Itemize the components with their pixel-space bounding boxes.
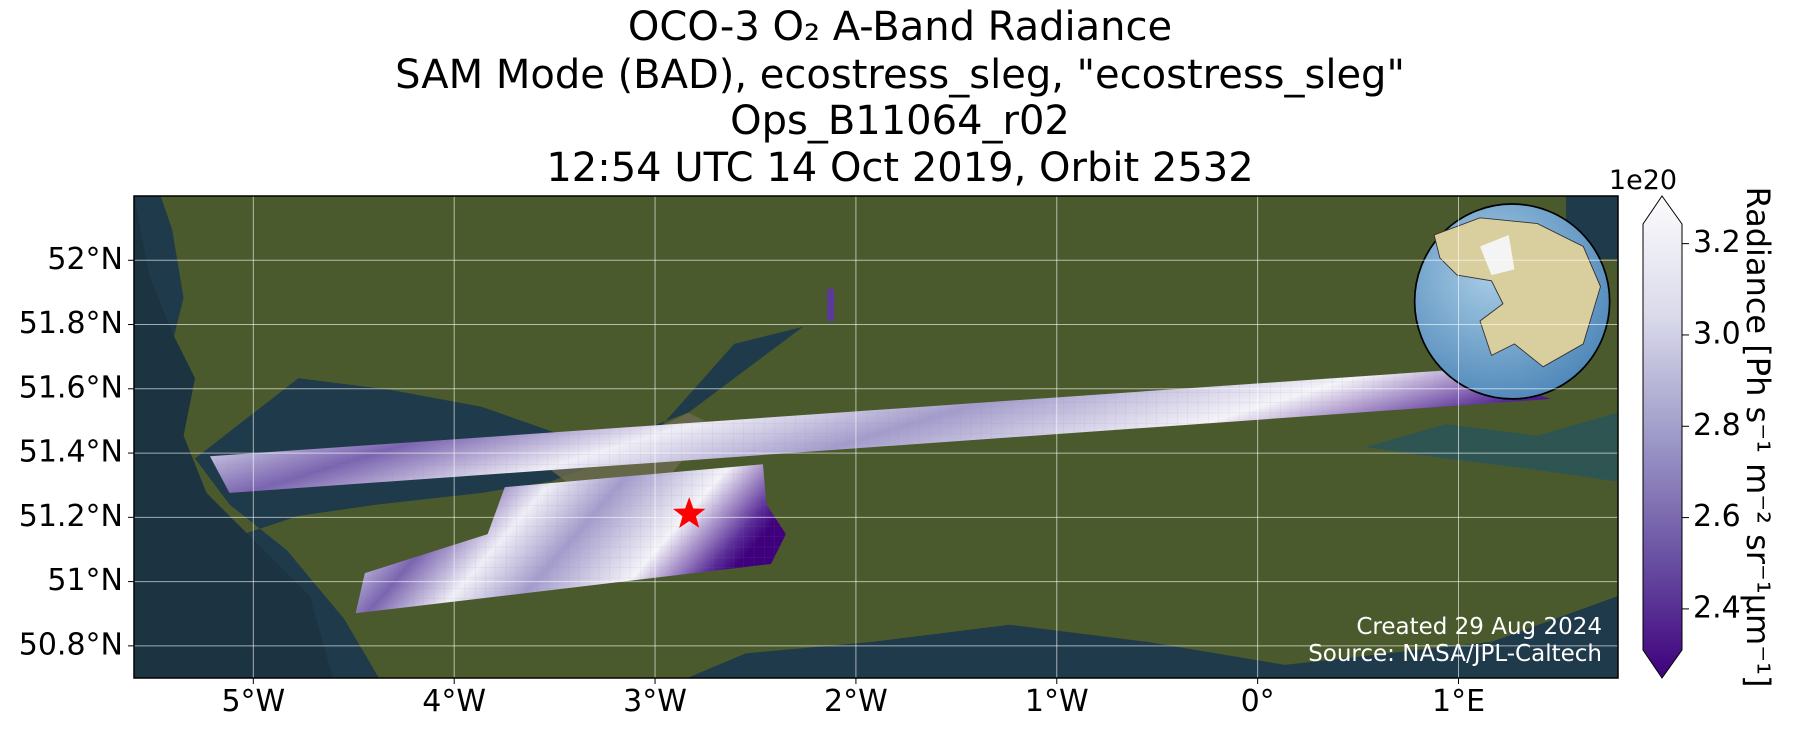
colorbar-tick-label: 3.0 <box>1693 316 1741 351</box>
globe-ice <box>1480 234 1515 276</box>
colorbar <box>1642 195 1683 679</box>
x-tick-label: 1°E <box>1432 684 1485 719</box>
x-tick-label: 4°W <box>422 684 486 719</box>
title-line: SAM Mode (BAD), ecostress_sleg, "ecostre… <box>395 52 1405 98</box>
title-line: 12:54 UTC 14 Oct 2019, Orbit 2532 <box>546 145 1253 191</box>
colorbar-label: Radiance [Ph s⁻¹ m⁻² sr⁻¹μm⁻¹] <box>1739 187 1777 688</box>
target-marker <box>673 497 706 528</box>
x-tick-label: 5°W <box>221 684 285 719</box>
title-line: Ops_B11064_r02 <box>730 98 1070 144</box>
colorbar-exponent: 1e20 <box>1609 165 1677 196</box>
y-tick-label: 50.8°N <box>19 627 123 662</box>
x-tick-label: 2°W <box>824 684 888 719</box>
grid <box>134 196 1618 678</box>
y-tick-label: 51.2°N <box>19 499 123 534</box>
basemap <box>134 196 1618 678</box>
credit: Source: NASA/JPL-Caltech <box>1308 641 1602 667</box>
x-tick-label: 3°W <box>623 684 687 719</box>
y-tick-label: 52°N <box>47 242 123 277</box>
colorbar-tick-label: 3.2 <box>1693 225 1741 260</box>
x-tick-label: 0° <box>1241 684 1275 719</box>
sea <box>134 196 804 678</box>
map-frame <box>133 195 1619 679</box>
map-area <box>134 196 1618 678</box>
colorbar-tick-label: 2.6 <box>1693 499 1741 534</box>
y-tick-label: 51.6°N <box>19 370 123 405</box>
sea <box>134 196 333 678</box>
title-line: OCO-3 O₂ A-Band Radiance <box>628 4 1172 50</box>
y-tick-label: 51.8°N <box>19 306 123 341</box>
y-tick-label: 51°N <box>47 563 123 598</box>
swath-grid <box>209 370 1552 493</box>
colorbar-tick-label: 2.4 <box>1693 590 1741 625</box>
estuary <box>1365 412 1618 482</box>
globe-land <box>1433 217 1601 368</box>
credit: Created 29 Aug 2024 <box>1356 614 1602 640</box>
swath-grid <box>355 464 786 614</box>
swath <box>827 288 835 321</box>
x-tick-label: 1°W <box>1025 684 1089 719</box>
colorbar-tick-label: 2.8 <box>1693 408 1741 443</box>
sea <box>688 596 1618 678</box>
y-tick-label: 51.4°N <box>19 435 123 470</box>
